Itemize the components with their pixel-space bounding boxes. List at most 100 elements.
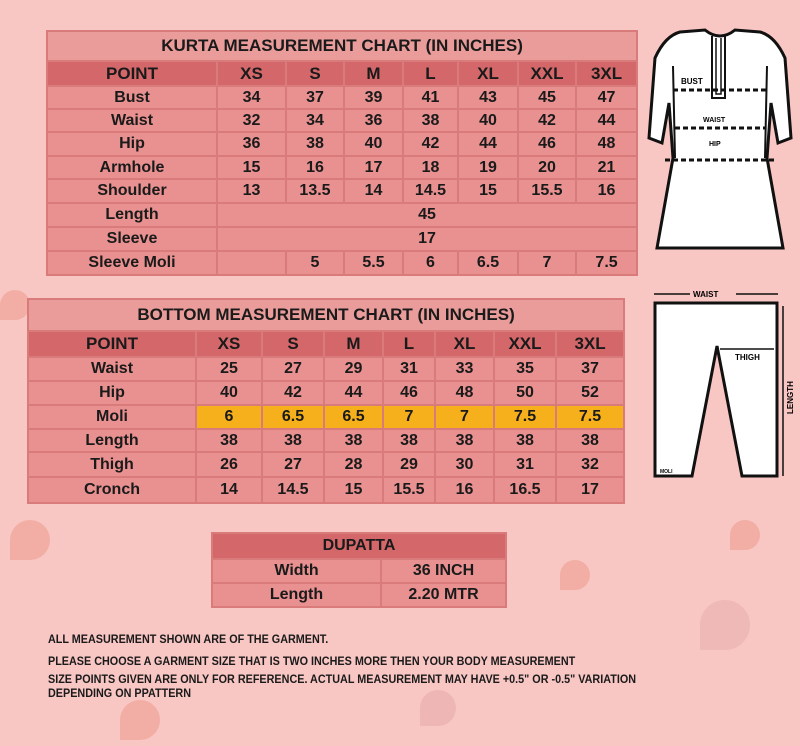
- cell-value: 38: [323, 428, 384, 453]
- note-line: ALL MEASUREMENT SHOWN ARE OF THE GARMENT…: [48, 632, 329, 646]
- cell-value: 18: [402, 155, 459, 180]
- cell-value: 6: [195, 404, 263, 430]
- cell-value: 35: [493, 356, 557, 382]
- table-row: Hip 40 42 44 46 48 50 52: [27, 380, 626, 406]
- cell-value: 40: [343, 131, 404, 157]
- kurta-measurement-table: KURTA MEASUREMENT CHART (IN INCHES) POIN…: [45, 30, 639, 276]
- row-label: Length: [46, 202, 218, 228]
- cell-value: 14.5: [402, 178, 459, 204]
- cell-value: 15.5: [382, 476, 436, 504]
- column-header: XS: [195, 330, 263, 358]
- cell-value: 17: [343, 155, 404, 180]
- cell-value: 52: [554, 380, 626, 406]
- table-row: Length 38 38 38 38 38 38 38: [27, 428, 626, 453]
- table-row: Shoulder 13 13.5 14 14.5 15 15.5 16: [46, 178, 639, 204]
- cell-value: 6.5: [261, 404, 325, 430]
- cell-value: 38: [493, 428, 557, 453]
- cell-value: 7.5: [574, 250, 639, 276]
- cell-value: 14.5: [261, 476, 325, 504]
- column-header: POINT: [27, 330, 197, 358]
- kurta-waist-label: WAIST: [703, 117, 726, 124]
- column-header: M: [323, 330, 384, 358]
- row-label: Cronch: [27, 476, 197, 504]
- cell-value: 16: [434, 476, 495, 504]
- cell-value: [216, 250, 287, 276]
- cell-value: 6.5: [323, 404, 384, 430]
- cell-value: 5: [285, 250, 345, 276]
- bottom-measurement-table: BOTTOM MEASUREMENT CHART (IN INCHES) POI…: [26, 298, 626, 504]
- row-label: Waist: [27, 356, 197, 382]
- cell-value: 45: [517, 85, 577, 110]
- column-header: XXL: [517, 60, 577, 87]
- row-label: Thigh: [27, 451, 197, 478]
- kurta-table-title: KURTA MEASUREMENT CHART (IN INCHES): [45, 30, 639, 62]
- note-line: DEPENDING ON PPATTERN: [48, 686, 192, 700]
- cell-value: 48: [574, 131, 639, 157]
- header-row: POINT XS S M L XL XXL 3XL: [46, 60, 639, 87]
- cell-value: 46: [517, 131, 577, 157]
- cell-value: 32: [554, 451, 626, 478]
- cell-value: 38: [195, 428, 263, 453]
- cell-value: 47: [574, 85, 639, 110]
- cell-value: 36 INCH: [380, 558, 507, 584]
- column-header: 3XL: [554, 330, 626, 358]
- cell-value: 38: [382, 428, 436, 453]
- cell-value: 42: [402, 131, 459, 157]
- pants-thigh-label: THIGH: [735, 353, 760, 362]
- row-label: Moli: [27, 404, 197, 430]
- cell-value: 33: [434, 356, 495, 382]
- cell-value: 19: [457, 155, 519, 180]
- cell-value: 29: [323, 356, 384, 382]
- cell-value: 38: [261, 428, 325, 453]
- kurta-diagram: BUST WAIST HIP: [647, 28, 793, 250]
- row-label: Sleeve: [46, 226, 218, 252]
- cell-value: 5.5: [343, 250, 404, 276]
- cell-value: 13: [216, 178, 287, 204]
- row-label: Sleeve Moli: [46, 250, 218, 276]
- table-row: Moli 6 6.5 6.5 7 7 7.5 7.5: [27, 404, 626, 430]
- cell-value: 37: [285, 85, 345, 110]
- cell-value: 31: [382, 356, 436, 382]
- cell-value: 26: [195, 451, 263, 478]
- row-label: Length: [27, 428, 197, 453]
- cell-value: 39: [343, 85, 404, 110]
- pants-length-label: LENGTH: [786, 381, 795, 414]
- cell-value: 38: [285, 131, 345, 157]
- column-header: M: [343, 60, 404, 87]
- cell-value: 38: [434, 428, 495, 453]
- cell-value: 27: [261, 451, 325, 478]
- row-label: Width: [211, 558, 382, 584]
- row-label: Hip: [46, 131, 218, 157]
- dupatta-table-title: DUPATTA: [211, 532, 507, 560]
- cell-value: 41: [402, 85, 459, 110]
- cell-value: 16: [574, 178, 639, 204]
- column-header: S: [261, 330, 325, 358]
- cell-value: 46: [382, 380, 436, 406]
- note-line: PLEASE CHOOSE A GARMENT SIZE THAT IS TWO…: [48, 654, 576, 668]
- cell-value: 38: [554, 428, 626, 453]
- column-header: S: [285, 60, 345, 87]
- row-label: Length: [211, 582, 382, 608]
- row-label: Armhole: [46, 155, 218, 180]
- cell-value: 6: [402, 250, 459, 276]
- cell-value: 20: [517, 155, 577, 180]
- table-row: Length 45: [46, 202, 639, 228]
- table-row: Waist 25 27 29 31 33 35 37: [27, 356, 626, 382]
- cell-value: 21: [574, 155, 639, 180]
- cell-value: 29: [382, 451, 436, 478]
- table-row: Length 2.20 MTR: [211, 582, 507, 608]
- row-label: Shoulder: [46, 178, 218, 204]
- table-row: Sleeve Moli 5 5.5 6 6.5 7 7.5: [46, 250, 639, 276]
- column-header: XL: [434, 330, 495, 358]
- cell-value: 14: [343, 178, 404, 204]
- table-row: Thigh 26 27 28 29 30 31 32: [27, 451, 626, 478]
- column-header: POINT: [46, 60, 218, 87]
- cell-value: 15.5: [517, 178, 577, 204]
- cell-value: 34: [285, 108, 345, 133]
- cell-value: 42: [517, 108, 577, 133]
- cell-value: 38: [402, 108, 459, 133]
- kurta-hip-label: HIP: [709, 141, 721, 148]
- cell-value: 7: [382, 404, 436, 430]
- table-row: Cronch 14 14.5 15 15.5 16 16.5 17: [27, 476, 626, 504]
